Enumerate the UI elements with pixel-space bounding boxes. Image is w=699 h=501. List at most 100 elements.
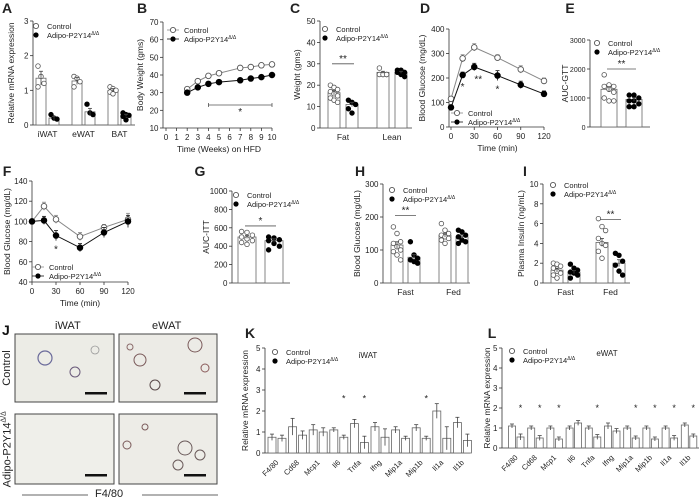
- panel-label: C: [290, 0, 300, 16]
- x-tick-label: 0: [164, 133, 169, 142]
- data-point: [599, 255, 605, 261]
- data-point: [28, 218, 36, 225]
- y-tick-label: 0: [582, 125, 586, 132]
- data-point: [90, 111, 96, 118]
- bar-adipo: [421, 437, 431, 454]
- data-point: [494, 54, 501, 61]
- significance-star: *: [634, 403, 638, 413]
- y-tick-label: 4: [256, 365, 261, 374]
- x-category-label: Il1b: [678, 453, 693, 468]
- data-point: [376, 65, 383, 71]
- legend-label-control: Control: [247, 191, 272, 200]
- x-tick-label: 5: [217, 133, 222, 142]
- y-tick-label: 4: [493, 364, 498, 373]
- data-point: [238, 239, 245, 246]
- data-point: [462, 239, 469, 245]
- legend-label-control: Control: [608, 39, 633, 48]
- significance-star: *: [54, 245, 58, 256]
- panel-label: D: [420, 0, 430, 16]
- data-point: [41, 80, 47, 87]
- chart-panel-g: G 0 200 400 600 800 1000 AUC-ITT * ControlAdipo-P…: [195, 163, 300, 288]
- data-point: [123, 117, 129, 123]
- y-axis-label: AUC-ITT: [201, 220, 211, 254]
- data-point: [76, 233, 84, 240]
- data-point: [397, 247, 404, 253]
- data-point: [459, 55, 466, 62]
- data-point: [619, 258, 626, 264]
- row-label-adipo-sup: Δ/Δ: [0, 411, 8, 423]
- data-point: [471, 63, 478, 71]
- legend-marker-control: [388, 186, 396, 194]
- data-point: [383, 71, 390, 78]
- y-tick-label: 800: [214, 205, 228, 214]
- y-tick-label: 30: [307, 60, 316, 69]
- bar-control: [661, 427, 670, 449]
- y-tick-label: 1: [256, 428, 261, 437]
- y-tick-label: 3: [256, 386, 261, 395]
- legend-label-adipo: Adipo-P2Y14Δ/Δ: [286, 357, 339, 366]
- y-tick-label: 300: [365, 180, 379, 189]
- x-tick-label: 0: [449, 132, 454, 141]
- data-point: [540, 77, 548, 85]
- scale-bar: [85, 474, 107, 477]
- y-tick-label: 2: [24, 52, 29, 61]
- data-point: [113, 87, 119, 94]
- data-point: [602, 227, 609, 234]
- significance-star: *: [653, 403, 657, 413]
- data-point: [349, 110, 355, 116]
- legend-label-adipo: Adipo-P2Y14Δ/Δ: [184, 35, 237, 44]
- series-line-control: [450, 46, 545, 99]
- legend-marker-control: [232, 191, 240, 199]
- y-axis-label: Relative mRNA expression: [6, 22, 16, 123]
- y-tick-label: 100: [14, 217, 28, 226]
- data-point: [540, 90, 548, 98]
- legend-label-control: Control: [523, 347, 548, 356]
- data-point: [394, 230, 400, 237]
- x-category-label: Ifng: [600, 453, 615, 468]
- y-tick-label: 10: [307, 103, 316, 112]
- x-category-label: Il6: [565, 453, 577, 465]
- bar-adipo: [612, 430, 621, 449]
- data-point: [215, 69, 223, 77]
- panel-label: B: [137, 0, 147, 16]
- legend-label-control: Control: [49, 263, 74, 272]
- y-tick-label: 0: [311, 124, 316, 133]
- data-point: [84, 101, 90, 107]
- data-point: [126, 112, 132, 118]
- y-axis-label: Relative mRNA expression: [482, 347, 492, 448]
- panel-label: I: [523, 163, 527, 179]
- panel-label: H: [355, 163, 365, 179]
- data-point: [601, 83, 607, 90]
- bar-control: [623, 427, 632, 449]
- legend-label-adipo-sup: Δ/Δ: [380, 34, 389, 40]
- data-point: [244, 229, 250, 236]
- y-tick-label: 0: [440, 123, 445, 132]
- data-point: [110, 91, 116, 97]
- x-tick-label: 6: [227, 133, 232, 142]
- data-point: [574, 272, 581, 278]
- panel-label: G: [195, 163, 206, 179]
- data-point: [276, 243, 283, 249]
- legend-marker-control: [453, 109, 461, 117]
- row-label-control: Control: [1, 350, 13, 386]
- legend-marker-adipo: [389, 196, 395, 202]
- data-point: [268, 61, 276, 68]
- y-axis-label: Weight (gms): [292, 49, 302, 100]
- legend-label-adipo-sup: Δ/Δ: [91, 31, 100, 37]
- legend-marker-adipo: [550, 191, 556, 197]
- y-tick-label: 140: [14, 177, 28, 186]
- significance-star: *: [538, 403, 542, 413]
- data-point: [636, 95, 642, 101]
- data-point: [455, 234, 462, 240]
- data-point: [35, 84, 41, 90]
- y-axis-label: AUC-GTT: [560, 65, 570, 103]
- x-category-label: iWAT: [38, 129, 58, 139]
- y-tick-label: 0: [24, 121, 29, 130]
- data-point: [77, 78, 83, 85]
- data-point: [626, 92, 632, 98]
- histology-image-iwat-adipo: [14, 413, 115, 485]
- legend-marker-control: [32, 22, 40, 30]
- legend-label-adipo: Adipo-P2Y14Δ/Δ: [47, 31, 100, 40]
- x-tick-label: 60: [493, 132, 502, 141]
- legend-label-control: Control: [564, 181, 589, 190]
